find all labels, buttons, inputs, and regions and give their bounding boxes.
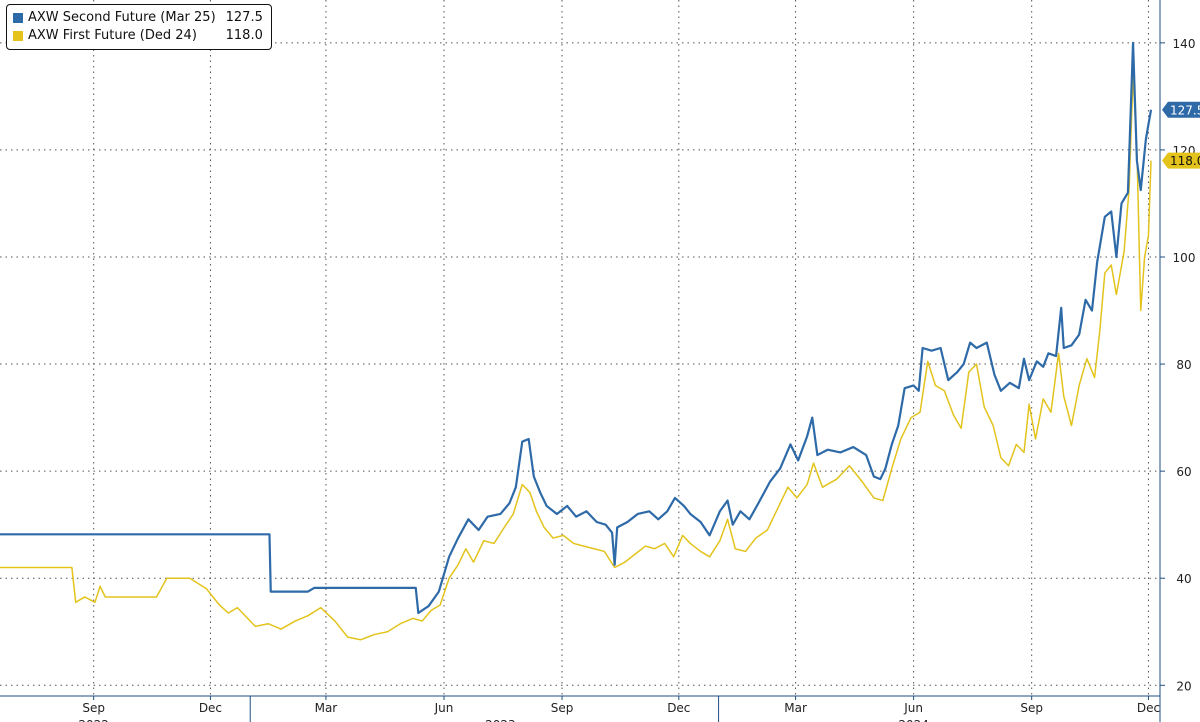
x-tick-label: Sep bbox=[551, 701, 574, 715]
y-tick-label: 80 bbox=[1176, 358, 1191, 372]
x-tick-label: Mar bbox=[784, 701, 807, 715]
legend-swatch-icon bbox=[13, 13, 23, 23]
legend-value: 118.0 bbox=[225, 28, 263, 43]
x-tick-label: Dec bbox=[667, 701, 690, 715]
x-tick-label: Sep bbox=[1020, 701, 1043, 715]
y-tick-label: 140 bbox=[1173, 37, 1196, 51]
grid-lines bbox=[0, 0, 1160, 696]
end-label-value: 127.5 bbox=[1170, 103, 1200, 117]
legend: AXW Second Future (Mar 25) 127.5 AXW Fir… bbox=[6, 4, 272, 50]
legend-label: AXW Second Future (Mar 25) bbox=[28, 10, 216, 25]
x-tick-label: Sep bbox=[82, 701, 105, 715]
x-tick-label: Mar bbox=[315, 701, 338, 715]
series-line-second-future bbox=[0, 41, 1153, 615]
x-tick-label: Dec bbox=[199, 701, 222, 715]
end-label-tag bbox=[1162, 101, 1200, 118]
x-axis: Sep Dec Mar Jun Sep Dec Mar Jun Sep Dec 2022 2023 20… bbox=[0, 695, 1160, 722]
legend-label: AXW First Future (Ded 24) bbox=[28, 28, 197, 43]
series-line-first-future bbox=[0, 74, 1152, 641]
x-tick-label: Jun bbox=[903, 701, 923, 715]
x-year-label: 2024 bbox=[898, 718, 929, 722]
y-tick-label: 100 bbox=[1173, 251, 1196, 265]
legend-item-first-future: AXW First Future (Ded 24) 118.0 bbox=[13, 27, 263, 45]
end-label-value: 118.0 bbox=[1170, 154, 1200, 168]
legend-value: 127.5 bbox=[225, 10, 263, 25]
y-tick-label: 60 bbox=[1176, 465, 1191, 479]
legend-swatch-icon bbox=[13, 31, 23, 41]
y-tick-label: 20 bbox=[1176, 679, 1191, 693]
x-tick-label: Jun bbox=[434, 701, 454, 715]
series-layer bbox=[0, 41, 1153, 641]
y-tick-label: 40 bbox=[1176, 572, 1191, 586]
end-label-second-future: 127.5 bbox=[1162, 101, 1200, 118]
x-year-label: 2022 bbox=[78, 718, 109, 722]
x-year-label: 2023 bbox=[485, 718, 516, 722]
end-value-labels: 127.5 118.0 bbox=[1162, 101, 1200, 169]
legend-item-second-future: AXW Second Future (Mar 25) 127.5 bbox=[13, 9, 263, 27]
end-label-tag bbox=[1162, 152, 1200, 169]
x-tick-label: Dec bbox=[1137, 701, 1160, 715]
end-label-first-future: 118.0 bbox=[1162, 152, 1200, 169]
